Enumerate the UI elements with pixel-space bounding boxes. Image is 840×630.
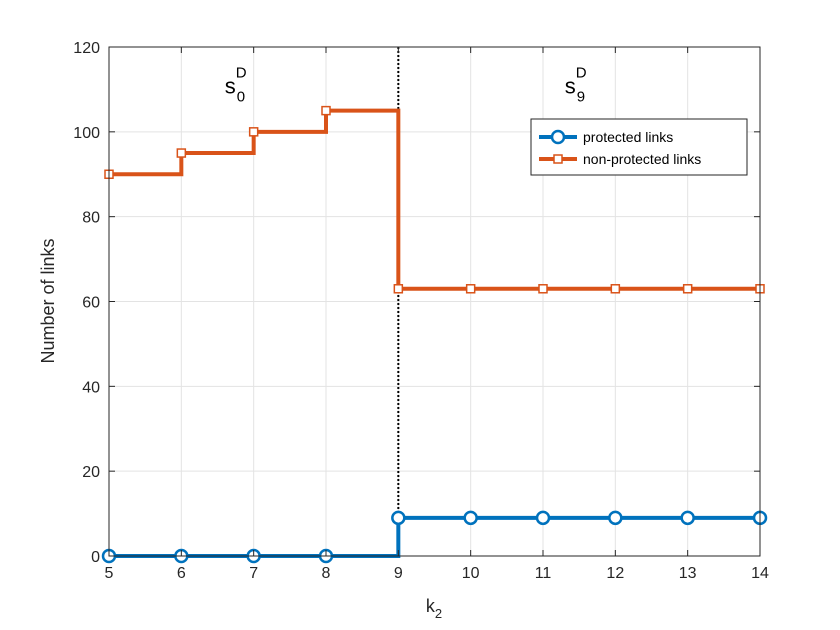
data-point: [248, 127, 259, 137]
state-label: sD 0: [225, 65, 247, 106]
x-axis-label-base: k: [426, 596, 436, 616]
data-point: [535, 510, 551, 526]
x-tick-label: 13: [679, 565, 697, 582]
y-tick-label: 120: [73, 40, 100, 57]
x-tick-label: 7: [249, 565, 258, 582]
legend-marker-protected: [550, 129, 566, 145]
legend-label-protected: protected links: [583, 129, 673, 145]
data-point: [538, 284, 548, 294]
legend-box: [530, 118, 748, 176]
y-tick-label: 100: [73, 125, 100, 142]
y-tick-label: 80: [82, 210, 100, 227]
state-label-base: s: [565, 74, 576, 99]
data-point: [463, 510, 478, 526]
state-label-base: s: [225, 74, 236, 99]
data-point: [393, 284, 404, 294]
x-axis-label: k2: [426, 596, 442, 621]
data-point: [608, 510, 623, 526]
legend-marker-non-protected: [553, 154, 563, 164]
y-tick-label: 60: [82, 295, 100, 312]
data-point: [610, 284, 621, 294]
data-point: [176, 148, 187, 158]
legend-label-non-protected: non-protected links: [583, 151, 701, 167]
x-axis-label-sub: 2: [435, 606, 442, 621]
x-tick-label: 10: [462, 565, 480, 582]
y-tick-label: 20: [82, 464, 100, 481]
x-tick-label: 8: [322, 565, 331, 582]
state-label-sup: D: [236, 65, 247, 82]
state-label-sub: 9: [577, 89, 585, 106]
data-point: [391, 510, 406, 526]
data-point: [682, 284, 693, 294]
x-tick-label: 6: [177, 565, 186, 582]
series-line: [109, 108, 760, 291]
y-tick-label: 40: [82, 379, 100, 396]
x-tick-label: 12: [606, 565, 624, 582]
y-axis-label: Number of links: [38, 238, 58, 363]
data-point: [680, 510, 695, 526]
annotations: sD 0 sD 9: [225, 65, 587, 106]
series-non-protected-links: [104, 105, 765, 294]
state-label-sup: D: [576, 65, 587, 82]
legend: protected links non-protected links: [530, 118, 748, 176]
x-tick-label: 5: [105, 565, 114, 582]
x-tick-label: 11: [535, 565, 552, 582]
state-label-sub: 0: [237, 89, 245, 106]
x-tick-label: 9: [394, 565, 403, 582]
y-axis: 0 20 40 60 80 100 120: [73, 40, 760, 566]
data-point: [465, 284, 476, 294]
y-tick-label: 0: [91, 549, 100, 566]
data-point: [321, 105, 331, 116]
state-label: sD 9: [565, 65, 587, 106]
x-axis: 5 6 7 8 9 10 11 12 13 14: [105, 47, 769, 582]
x-tick-label: 14: [751, 565, 769, 582]
